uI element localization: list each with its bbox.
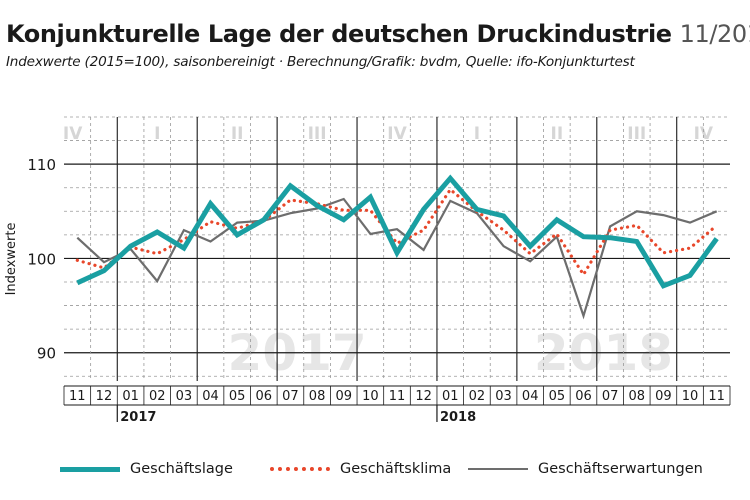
- legend-item-geschaeftserwartungen: Geschäftserwartungen: [468, 454, 703, 484]
- x-tick-label: 09: [655, 389, 672, 404]
- y-tick-label: 90: [37, 345, 56, 363]
- x-tick-label: 10: [682, 389, 699, 404]
- y-tick-label: 110: [27, 156, 56, 174]
- quarter-label-3: III: [308, 124, 327, 144]
- x-tick-label: 02: [149, 389, 166, 404]
- x-tick-label: 06: [256, 389, 273, 404]
- chart-subtitle: Indexwerte (2015=100), saisonbereinigt ·…: [6, 54, 635, 70]
- x-tick-label: 05: [549, 389, 566, 404]
- x-tick-label: 08: [628, 389, 645, 404]
- x-tick-label: 01: [122, 389, 139, 404]
- x-tick-label: 03: [495, 389, 512, 404]
- legend-label-geschaeftsklima: Geschäftsklima: [340, 461, 452, 477]
- y-axis-title: Indexwerte: [4, 223, 19, 296]
- x-tick-label: 04: [522, 389, 539, 404]
- quarter-label-8: IV: [694, 124, 714, 144]
- x-tick-label: 09: [335, 389, 352, 404]
- chart-title: Konjunkturelle Lage der deutschen Drucki…: [6, 19, 750, 49]
- quarter-label-7: III: [627, 124, 646, 144]
- legend-item-geschaeftslage: Geschäftslage: [60, 454, 233, 484]
- x-tick-label: 10: [362, 389, 379, 404]
- year-label-2018: 2018: [440, 410, 476, 425]
- quarter-label-0: IV: [63, 124, 83, 144]
- x-tick-label: 06: [575, 389, 592, 404]
- x-tick-label: 08: [309, 389, 326, 404]
- legend-swatch-geschaeftserwartungen: [468, 468, 528, 470]
- quarter-label-4: IV: [387, 124, 407, 144]
- quarter-label-1: I: [154, 124, 160, 144]
- legend-item-geschaeftsklima: Geschäftsklima: [270, 454, 451, 484]
- legend-label-geschaeftslage: Geschäftslage: [130, 461, 233, 477]
- x-tick-label: 02: [469, 389, 486, 404]
- x-tick-label: 11: [708, 389, 725, 404]
- chart-legend: Geschäftslage Geschäftsklima Geschäftser…: [0, 454, 750, 484]
- series-line-geschaeftserwartungen: [76, 197, 718, 320]
- x-tick-label: 11: [69, 389, 86, 404]
- chart-title-main: Konjunkturelle Lage der deutschen Drucki…: [6, 20, 672, 48]
- legend-swatch-geschaeftsklima: [270, 467, 330, 471]
- legend-swatch-geschaeftslage: [60, 466, 120, 472]
- x-tick-label: 12: [96, 389, 113, 404]
- x-tick-label: 11: [389, 389, 406, 404]
- quarter-label-2: II: [231, 124, 244, 144]
- x-tick-label: 03: [176, 389, 193, 404]
- quarter-label-5: I: [474, 124, 480, 144]
- x-tick-label: 01: [442, 389, 459, 404]
- y-tick-label: 100: [27, 250, 56, 268]
- chart-title-date: 11/2018: [679, 20, 750, 48]
- x-tick-label: 07: [282, 389, 299, 404]
- quarter-label-6: II: [551, 124, 564, 144]
- series-line-geschaeftsklima: [75, 187, 719, 278]
- x-tick-label: 12: [415, 389, 432, 404]
- x-tick-label: 04: [202, 389, 219, 404]
- x-tick-label: 05: [229, 389, 246, 404]
- legend-label-geschaeftserwartungen: Geschäftserwartungen: [538, 461, 703, 477]
- series-line-geschaeftslage: [76, 174, 719, 289]
- x-tick-label: 07: [602, 389, 619, 404]
- year-label-2017: 2017: [120, 410, 156, 425]
